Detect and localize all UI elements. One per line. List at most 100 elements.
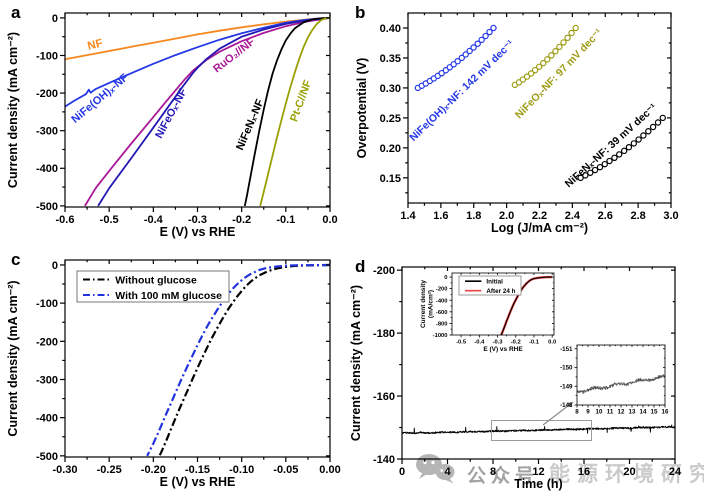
svg-text:-0.10: -0.10 [229, 464, 254, 476]
svg-text:-0.4: -0.4 [144, 214, 164, 226]
svg-text:-300: -300 [36, 374, 58, 386]
yaxis-title-c: Current density (mA cm⁻²) [6, 280, 20, 436]
svg-text:-180: -180 [373, 328, 395, 340]
svg-text:0.0: 0.0 [322, 214, 337, 226]
series-stability 24 h [401, 424, 676, 435]
series-Initial [500, 276, 553, 336]
svg-text:0.00: 0.00 [319, 464, 340, 476]
xaxis-title-d: Time (h) [514, 477, 562, 491]
xaxis-title-d-inset-lsv: E (V) vs RHE [483, 346, 523, 353]
svg-text:-100: -100 [36, 298, 58, 310]
svg-text:-149: -149 [560, 383, 573, 390]
panel-b: 1.4 1.6 1.8 2.0 2.2 2.4 2.6 2.8 3.0 0.15 0.20 0.25 0… [355, 12, 679, 235]
svg-text:-151: -151 [560, 346, 573, 353]
panel-d: 0 4 8 12 16 20 24 -140 -160 -180 -200 Time (h) Curre… [349, 265, 682, 491]
svg-text:-100: -100 [36, 50, 58, 62]
svg-text:12: 12 [532, 466, 544, 478]
svg-text:-0.6: -0.6 [56, 214, 75, 226]
svg-text:-400: -400 [36, 413, 58, 425]
xaxis-title-c: E (V) vs RHE [160, 475, 236, 489]
series-NiFe(OH)x-NF [64, 17, 331, 108]
svg-text:-150: -150 [560, 365, 573, 372]
svg-text:1.6: 1.6 [433, 210, 448, 222]
svg-text:12: 12 [618, 409, 625, 416]
svg-text:2.6: 2.6 [598, 210, 613, 222]
panel-label-b: b [355, 3, 366, 22]
svg-text:-0.3: -0.3 [188, 214, 207, 226]
svg-text:4: 4 [444, 466, 451, 478]
svg-text:13: 13 [629, 409, 636, 416]
svg-text:-0.05: -0.05 [273, 464, 298, 476]
svg-text:-0.30: -0.30 [52, 464, 77, 476]
svg-text:20: 20 [623, 466, 635, 478]
svg-text:-500: -500 [36, 201, 58, 213]
svg-text:-600: -600 [436, 310, 448, 316]
panel-d-inset-lsv: -0.5 -0.4 -0.3 -0.2 -0.1 0.0 0 -200 -400 -600 -800… [420, 272, 556, 353]
svg-text:0.40: 0.40 [380, 23, 401, 35]
svg-text:0.0: 0.0 [548, 339, 556, 345]
svg-text:0: 0 [52, 260, 58, 272]
xaxis-title-a: E (V) vs RHE [160, 225, 236, 239]
svg-text:-148: -148 [560, 402, 573, 409]
svg-text:1.8: 1.8 [466, 210, 481, 222]
series-Without glucose [158, 263, 331, 457]
legend-label: With 100 mM glucose [115, 290, 222, 302]
panel-d-inset-zoom: 8 9 10 11 12 13 14 15 16 -148 -149 -150 -151 [560, 344, 669, 416]
svg-text:15: 15 [651, 409, 658, 416]
yaxis-title-b: Overpotential (V) [355, 58, 369, 159]
svg-text:-0.25: -0.25 [97, 464, 122, 476]
svg-text:-200: -200 [36, 336, 58, 348]
svg-text:9: 9 [586, 409, 590, 416]
svg-text:-0.20: -0.20 [141, 464, 166, 476]
svg-text:10: 10 [596, 409, 603, 416]
svg-text:2.8: 2.8 [630, 210, 645, 222]
svg-text:-400: -400 [36, 163, 58, 175]
svg-text:-0.3: -0.3 [493, 339, 504, 345]
svg-text:0.20: 0.20 [380, 143, 401, 155]
series-Pt-C//NF [259, 17, 331, 207]
svg-text:-140: -140 [373, 454, 395, 466]
panel-c: -0.30 -0.25 -0.20 -0.15 -0.10 -0.05 0.00 0 -100 -… [6, 259, 341, 489]
panel-label-c: c [11, 250, 21, 269]
svg-text:-200: -200 [36, 88, 58, 100]
svg-text:-0.2: -0.2 [232, 214, 251, 226]
yaxis-title-d-inset-lsv: Current density [420, 280, 427, 328]
svg-text:0: 0 [52, 13, 58, 25]
zoom-region-rect [491, 420, 592, 441]
svg-text:-200: -200 [436, 287, 448, 293]
svg-text:0.35: 0.35 [380, 53, 401, 65]
svg-text:2.2: 2.2 [532, 210, 547, 222]
svg-text:-160: -160 [373, 391, 395, 403]
svg-text:-0.5: -0.5 [456, 339, 467, 345]
svg-text:-0.4: -0.4 [474, 339, 485, 345]
curve-label: NiFeNₓ-NF: 39 mV dec⁻¹ [563, 101, 660, 190]
curve-label: NiFe(OH)ₓ-NF: 142 mV dec⁻¹ [407, 38, 516, 144]
panel-label-d: d [355, 257, 366, 276]
svg-text:24: 24 [669, 466, 682, 478]
svg-text:-500: -500 [36, 451, 58, 463]
svg-text:-200: -200 [373, 265, 395, 277]
panel-a: -0.6 -0.5 -0.4 -0.3 -0.2 -0.1 0.0 0 -100 -200 -300… [6, 12, 338, 239]
series-NiFeOx-NF [97, 17, 331, 207]
legend-box-c [76, 270, 230, 303]
svg-text:16: 16 [578, 466, 590, 478]
panel-label-a: a [11, 3, 21, 22]
legend-label: Without glucose [115, 274, 197, 286]
curve-label: NiFeNₓ-NF [234, 97, 266, 152]
legend-label: After 24 h [486, 288, 515, 295]
svg-text:0.15: 0.15 [380, 173, 401, 185]
yaxis-title-a: Current density (mA cm⁻²) [6, 32, 20, 188]
svg-text:-0.1: -0.1 [529, 339, 540, 345]
zoom-arrow [542, 401, 574, 426]
series-With 100 mM glucose [146, 263, 331, 457]
series-NF [64, 17, 331, 61]
series-RuO2//NF [84, 17, 331, 207]
svg-text:-0.1: -0.1 [276, 214, 295, 226]
svg-text:3.0: 3.0 [663, 210, 678, 222]
legend-label: Initial [486, 278, 503, 285]
svg-text:0: 0 [444, 275, 447, 281]
svg-text:0: 0 [399, 466, 405, 478]
svg-text:-800: -800 [436, 321, 448, 327]
